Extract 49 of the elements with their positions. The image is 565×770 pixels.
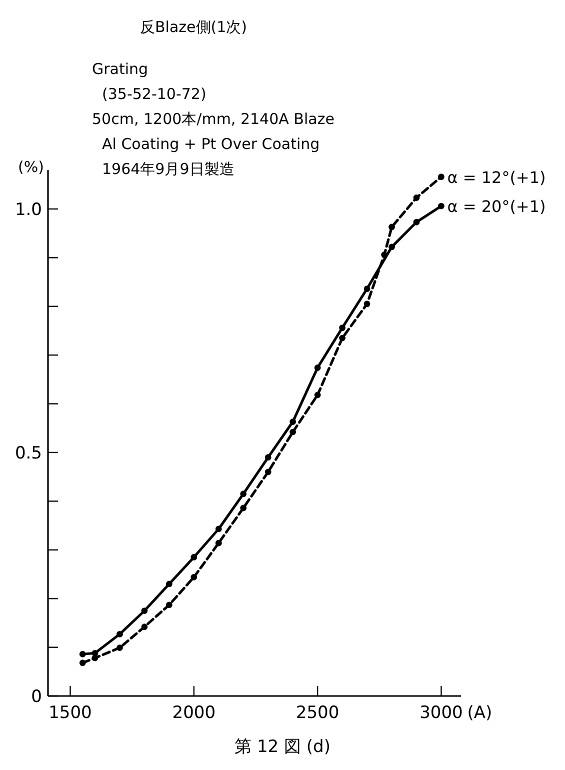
point — [264, 468, 272, 476]
text: 50cm, 1200本/mm, 2140A Blaze — [92, 110, 334, 128]
text: (35-52-10-72) — [102, 85, 206, 103]
point — [141, 624, 148, 630]
point — [166, 580, 172, 588]
series-label: α = 20°(+1) — [447, 197, 546, 216]
point — [339, 334, 346, 342]
y-axis-title: (%) — [18, 158, 44, 176]
text: Al Coating + Pt Over Coating — [102, 135, 320, 153]
point — [116, 644, 123, 651]
point — [339, 324, 346, 331]
point — [79, 650, 86, 658]
point — [364, 300, 370, 308]
point — [264, 454, 272, 461]
point — [438, 174, 444, 180]
point — [92, 650, 98, 656]
x-tick-label: 1500 — [48, 703, 92, 723]
series-label: α = 12°(+1) — [447, 168, 546, 187]
text: Grating — [92, 60, 148, 78]
point — [190, 554, 198, 560]
y-tick-label: 1.0 — [14, 200, 42, 220]
point — [141, 608, 148, 614]
point — [364, 286, 370, 292]
annotation: 1964年9月9日製造 — [102, 160, 234, 178]
point — [190, 574, 198, 580]
point — [388, 224, 395, 230]
point — [290, 418, 296, 425]
point — [79, 660, 86, 666]
point — [215, 540, 222, 546]
point — [314, 392, 321, 398]
point — [116, 630, 123, 638]
point — [388, 244, 395, 250]
chart-title: 反Blaze側(1次) — [140, 18, 247, 36]
x-tick-label: 2500 — [296, 703, 340, 723]
point — [413, 194, 420, 201]
point — [314, 364, 321, 371]
point — [290, 428, 296, 436]
point — [413, 218, 420, 226]
y-tick-label: 0 — [31, 687, 42, 707]
x-axis-title: (A) — [467, 703, 492, 723]
text: 第 12 図 (d) — [234, 737, 330, 757]
point — [240, 504, 247, 512]
x-tick-label: 2000 — [172, 703, 216, 723]
x-tick-label: 3000 — [420, 703, 463, 723]
point — [240, 490, 247, 498]
point — [438, 202, 444, 210]
point — [166, 602, 172, 608]
y-tick-label: 0.5 — [14, 443, 42, 464]
point — [215, 526, 222, 532]
